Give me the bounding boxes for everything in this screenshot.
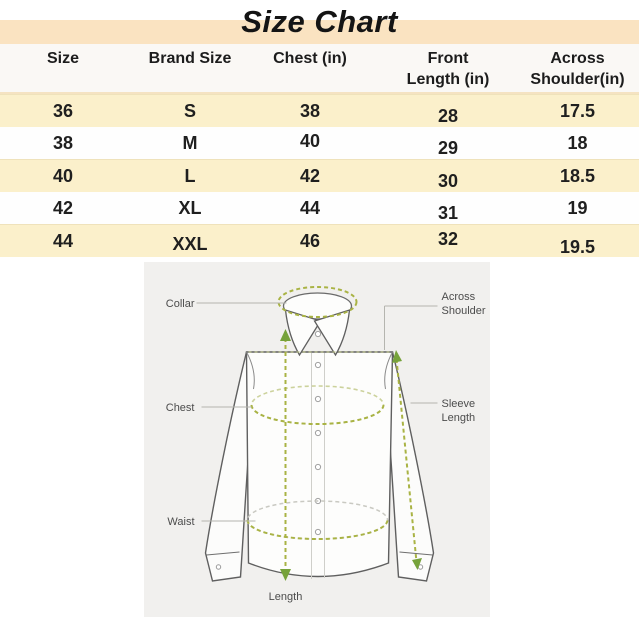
header-across-shoulder: Across Shoulder(in) — [530, 50, 625, 88]
sleeve-length-label-line1: Sleeve — [442, 398, 476, 410]
collar-measure-ellipse — [277, 286, 358, 318]
table-row: 40 L 42 30 18.5 — [0, 159, 639, 192]
right-sleeve — [384, 351, 435, 582]
table-row: 42 XL 44 31 19 — [0, 192, 639, 224]
cell-size: 42 — [52, 198, 74, 218]
right-cuff-seam — [399, 551, 433, 556]
sleeve-arrow-down — [412, 558, 422, 570]
cell-brand-size: L — [184, 166, 196, 186]
left-cuff-seam — [206, 551, 240, 556]
length-label: Length — [269, 591, 303, 603]
cell-size: 36 — [52, 101, 74, 121]
cell-across-shoulder: 18.5 — [559, 166, 596, 186]
across-shoulder-label-line2: Shoulder — [442, 305, 486, 317]
front-buttons — [314, 361, 322, 536]
left-armhole-seam — [246, 351, 255, 390]
sleeve-length-label-line2: Length — [442, 412, 476, 424]
waist-label: Waist — [167, 516, 194, 528]
collar-band — [282, 292, 353, 320]
label-leader-lines — [196, 302, 438, 522]
cell-across-shoulder: 19 — [567, 198, 588, 218]
cell-across-shoulder: 19.5 — [559, 237, 596, 257]
length-arrow-up — [280, 329, 291, 341]
title-peach-band — [0, 20, 639, 44]
size-table: Size Brand Size Chest (in) Front Length … — [0, 44, 639, 257]
shirt-body — [245, 351, 394, 578]
cell-chest: 38 — [299, 101, 321, 121]
header-brand-size: Brand Size — [148, 50, 232, 67]
cell-chest: 46 — [299, 231, 321, 251]
cell-chest: 42 — [299, 166, 321, 186]
cell-brand-size: XL — [178, 198, 202, 218]
chest-measure-front-arc — [250, 404, 385, 425]
cell-size: 40 — [52, 166, 74, 186]
collar-label: Collar — [166, 298, 195, 310]
shirt-measurement-diagram: Collar Across Shoulder Chest Sleeve Leng… — [144, 262, 490, 617]
left-cuff-button — [215, 564, 222, 570]
cell-brand-size: XXL — [172, 234, 208, 254]
waist-measure-ellipse — [246, 500, 389, 540]
shirt-svg: Collar Across Shoulder Chest Sleeve Leng… — [166, 286, 486, 603]
cell-across-shoulder: 18 — [567, 133, 588, 153]
size-table-body: 36 S 38 28 17.5 38 M 40 29 18 40 L 42 30… — [0, 94, 639, 257]
header-chest: Chest (in) — [273, 50, 347, 67]
cell-brand-size: S — [183, 101, 196, 121]
table-row: 38 M 40 29 18 — [0, 127, 639, 159]
length-arrow-down — [280, 569, 291, 581]
cell-chest: 44 — [299, 198, 321, 218]
cell-front-length: 32 — [437, 229, 459, 249]
collar-wing-right — [313, 309, 351, 357]
header-size: Size — [46, 50, 79, 67]
cell-front-length: 31 — [437, 203, 459, 223]
sleeve-arrow-up — [392, 350, 402, 363]
header-front-length: Front Length (in) — [406, 50, 490, 88]
cell-size: 44 — [52, 231, 74, 251]
page-title: Size Chart — [241, 4, 398, 39]
chest-label: Chest — [166, 402, 195, 414]
size-table-header-row: Size Brand Size Chest (in) Front Length … — [0, 44, 639, 94]
collar-button — [314, 330, 322, 338]
cell-front-length: 30 — [437, 171, 459, 191]
cell-chest: 40 — [299, 131, 321, 151]
across-shoulder-label-line1: Across — [442, 291, 476, 303]
cell-brand-size: M — [182, 133, 198, 153]
right-armhole-seam — [384, 351, 393, 390]
table-row: 36 S 38 28 17.5 — [0, 94, 639, 127]
cell-front-length: 29 — [437, 138, 459, 158]
collar-wing-left — [284, 309, 322, 357]
cell-across-shoulder: 17.5 — [559, 101, 596, 121]
table-row: 44 XXL 46 32 19.5 — [0, 224, 639, 257]
sleeve-measure-line — [395, 358, 418, 563]
cell-front-length: 28 — [437, 106, 459, 126]
cell-size: 38 — [52, 133, 74, 153]
